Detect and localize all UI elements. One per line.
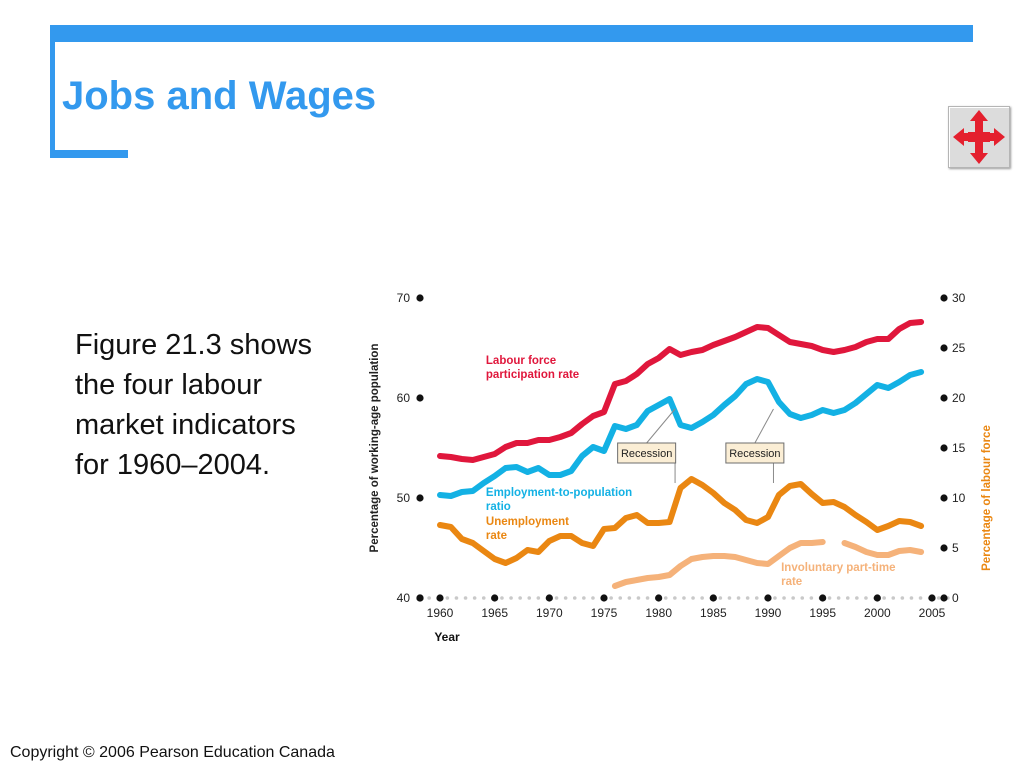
series-line-labour-force-participation-rate bbox=[437, 319, 925, 463]
x-axis-title: Year bbox=[434, 630, 460, 644]
copyright-notice: Copyright © 2006 Pearson Education Canad… bbox=[10, 744, 335, 761]
left-y-tick-mark bbox=[416, 294, 424, 302]
x-tick-mark bbox=[491, 594, 499, 602]
series-line-involuntary-part-time-rate bbox=[611, 539, 826, 589]
right-y-tick-label: 10 bbox=[952, 491, 966, 505]
recession-label: Recession bbox=[729, 448, 780, 460]
left-y-tick-label: 70 bbox=[397, 291, 411, 305]
right-y-tick-label: 5 bbox=[952, 541, 959, 555]
right-y-tick-mark bbox=[940, 294, 948, 302]
right-y-axis-title: Percentage of labour force bbox=[981, 425, 993, 571]
right-y-tick-label: 30 bbox=[952, 291, 966, 305]
series-label-employment-to-population-ratio: Employment-to-population bbox=[486, 487, 632, 499]
series-label-employment-to-population-ratio: ratio bbox=[486, 501, 511, 513]
figure-caption: Figure 21.3 shows the four labour market… bbox=[75, 329, 312, 481]
series-label-unemployment-rate: Unemployment bbox=[486, 516, 569, 528]
x-tick-label: 1990 bbox=[755, 606, 782, 620]
series-label-involuntary-part-time-rate: rate bbox=[781, 576, 802, 588]
four-way-arrows-icon bbox=[953, 110, 1005, 164]
title-accent-left-bar bbox=[50, 25, 55, 158]
right-y-tick-label: 20 bbox=[952, 391, 966, 405]
right-y-tick-mark bbox=[940, 344, 948, 352]
recession-pointer-line bbox=[754, 408, 774, 444]
x-tick-mark bbox=[655, 594, 663, 602]
right-y-tick-mark bbox=[940, 394, 948, 402]
x-tick-label: 1975 bbox=[591, 606, 618, 620]
labour-market-chart: 1960 1965 1970 1975 1980 1985 1990 1995 2000 2005… bbox=[369, 291, 993, 644]
recession-pointer-line bbox=[646, 408, 676, 444]
x-tick-mark bbox=[928, 594, 936, 602]
x-tick-mark bbox=[600, 594, 608, 602]
x-tick-mark bbox=[436, 594, 444, 602]
series-line-involuntary-part-time-rate bbox=[841, 540, 925, 558]
recession-label: Recession bbox=[621, 448, 672, 460]
recession-box bbox=[725, 442, 785, 464]
slide-title: Jobs and Wages bbox=[62, 74, 377, 118]
series-label-unemployment-rate: rate bbox=[486, 530, 507, 542]
right-y-tick-label: 25 bbox=[952, 341, 966, 355]
x-tick-mark bbox=[764, 594, 772, 602]
navigation-button[interactable] bbox=[948, 106, 1010, 168]
right-y-tick-mark bbox=[940, 594, 948, 602]
recession-box bbox=[617, 442, 677, 464]
right-y-tick-mark bbox=[940, 444, 948, 452]
left-y-tick-mark bbox=[416, 494, 424, 502]
right-y-tick-mark bbox=[940, 544, 948, 552]
x-tick-mark bbox=[709, 594, 717, 602]
x-tick-label: 1985 bbox=[700, 606, 727, 620]
x-tick-label: 1960 bbox=[427, 606, 454, 620]
x-tick-label: 2000 bbox=[864, 606, 891, 620]
left-y-tick-label: 50 bbox=[397, 491, 411, 505]
title-accent-underline bbox=[50, 150, 128, 158]
x-tick-label: 1995 bbox=[809, 606, 836, 620]
x-tick-mark bbox=[873, 594, 881, 602]
x-tick-mark bbox=[545, 594, 553, 602]
right-y-tick-label: 15 bbox=[952, 441, 966, 455]
left-y-tick-mark bbox=[416, 394, 424, 402]
series-line-unemployment-rate bbox=[437, 476, 925, 566]
left-y-tick-label: 60 bbox=[397, 391, 411, 405]
x-tick-mark bbox=[819, 594, 827, 602]
x-tick-label: 2005 bbox=[919, 606, 946, 620]
x-tick-label: 1980 bbox=[645, 606, 672, 620]
series-label-labour-force-participation-rate: Labour force bbox=[486, 355, 556, 367]
series-line-employment-to-population-ratio bbox=[437, 369, 925, 499]
series-label-labour-force-participation-rate: participation rate bbox=[486, 369, 579, 381]
right-y-tick-mark bbox=[940, 494, 948, 502]
x-tick-label: 1970 bbox=[536, 606, 563, 620]
title-accent-bar bbox=[50, 25, 973, 42]
x-tick-label: 1965 bbox=[481, 606, 508, 620]
series-label-involuntary-part-time-rate: Involuntary part-time bbox=[781, 562, 895, 574]
left-y-tick-mark bbox=[416, 594, 424, 602]
right-y-tick-label: 0 bbox=[952, 591, 959, 605]
left-y-tick-label: 40 bbox=[397, 591, 411, 605]
left-y-axis-title: Percentage of working-age population bbox=[369, 344, 381, 553]
